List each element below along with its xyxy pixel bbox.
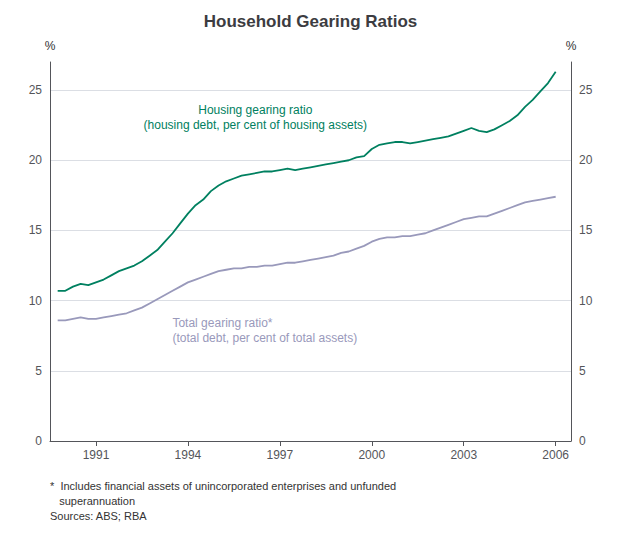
- svg-text:1997: 1997: [267, 448, 294, 462]
- svg-text:5: 5: [579, 364, 586, 378]
- svg-text:10: 10: [579, 294, 593, 308]
- svg-text:5: 5: [35, 364, 42, 378]
- svg-text:superannuation: superannuation: [50, 495, 135, 507]
- svg-text:Sources: ABS; RBA: Sources: ABS; RBA: [50, 510, 147, 522]
- svg-text:1994: 1994: [175, 448, 202, 462]
- svg-text:20: 20: [579, 153, 593, 167]
- svg-text:2000: 2000: [358, 448, 385, 462]
- svg-text:25: 25: [29, 83, 43, 97]
- svg-text:0: 0: [35, 434, 42, 448]
- svg-text:0: 0: [579, 434, 586, 448]
- svg-text:15: 15: [579, 223, 593, 237]
- svg-text:15: 15: [29, 223, 43, 237]
- svg-text:2003: 2003: [450, 448, 477, 462]
- svg-text:20: 20: [29, 153, 43, 167]
- svg-text:%: %: [45, 39, 56, 53]
- svg-text:Household Gearing Ratios: Household Gearing Ratios: [204, 12, 417, 31]
- svg-text:(total debt, per cent of total: (total debt, per cent of total assets): [172, 331, 357, 345]
- svg-text:2006: 2006: [542, 448, 569, 462]
- svg-text:1991: 1991: [83, 448, 110, 462]
- svg-text:25: 25: [579, 83, 593, 97]
- svg-text:%: %: [566, 39, 577, 53]
- svg-text:Housing gearing ratio: Housing gearing ratio: [198, 103, 312, 117]
- svg-text:* Includes financial assets o: * Includes financial assets of unincorpo…: [50, 480, 396, 492]
- svg-text:Total gearing ratio*: Total gearing ratio*: [172, 316, 272, 330]
- svg-text:10: 10: [29, 294, 43, 308]
- svg-text:(housing debt, per cent of hou: (housing debt, per cent of housing asset…: [144, 118, 367, 132]
